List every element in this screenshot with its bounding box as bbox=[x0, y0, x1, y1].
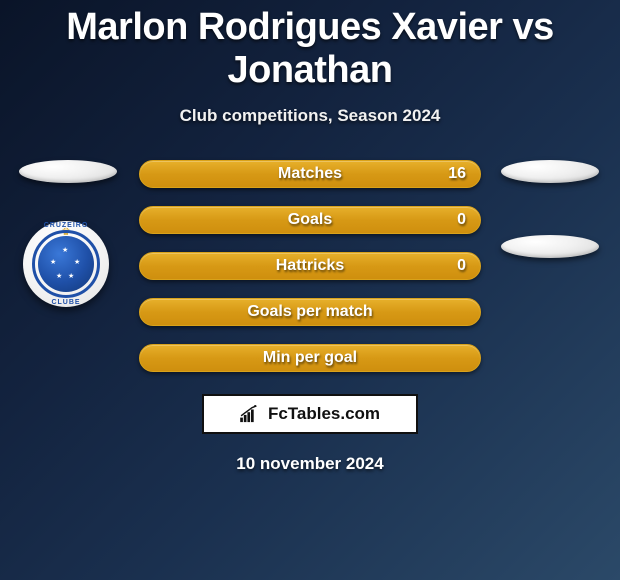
stat-label: Goals per match bbox=[247, 303, 372, 321]
stat-bar-goals-per-match: Goals per match bbox=[139, 298, 481, 326]
crest-text-top: CRUZEIRO bbox=[44, 222, 89, 229]
stat-value: 0 bbox=[457, 257, 466, 275]
stat-label: Matches bbox=[278, 165, 342, 183]
date-line: 10 november 2024 bbox=[0, 454, 620, 474]
star-icon: ★ bbox=[56, 272, 62, 280]
player-marker-left-1 bbox=[19, 160, 117, 183]
crest-text-bottom: CLUBE bbox=[51, 299, 80, 306]
right-column bbox=[501, 160, 601, 258]
star-icon: ★ bbox=[74, 258, 80, 266]
stat-label: Hattricks bbox=[276, 257, 344, 275]
stat-value: 16 bbox=[448, 165, 466, 183]
page-title: Marlon Rodrigues Xavier vs Jonathan bbox=[0, 0, 620, 92]
main-row: ♛ CRUZEIRO ★ ★ ★ ★ ★ CLUBE Matches 16 Go… bbox=[0, 160, 620, 372]
brand-text: FcTables.com bbox=[268, 404, 380, 424]
chart-icon bbox=[240, 405, 262, 423]
stat-label: Min per goal bbox=[263, 349, 357, 367]
player-marker-right-2 bbox=[501, 235, 599, 258]
club-crest-left: ♛ CRUZEIRO ★ ★ ★ ★ ★ CLUBE bbox=[23, 221, 109, 307]
star-icon: ★ bbox=[68, 272, 74, 280]
brand-box: FcTables.com bbox=[202, 394, 418, 434]
stat-bar-goals: Goals 0 bbox=[139, 206, 481, 234]
subtitle: Club competitions, Season 2024 bbox=[0, 106, 620, 126]
stat-label: Goals bbox=[288, 211, 332, 229]
stat-bar-matches: Matches 16 bbox=[139, 160, 481, 188]
star-icon: ★ bbox=[50, 258, 56, 266]
stat-bar-hattricks: Hattricks 0 bbox=[139, 252, 481, 280]
star-icon: ★ bbox=[62, 246, 68, 254]
player-marker-right-1 bbox=[501, 160, 599, 183]
crest-inner: CRUZEIRO ★ ★ ★ ★ ★ CLUBE bbox=[38, 236, 94, 292]
stat-bar-min-per-goal: Min per goal bbox=[139, 344, 481, 372]
stat-value: 0 bbox=[457, 211, 466, 229]
stats-column: Matches 16 Goals 0 Hattricks 0 Goals per… bbox=[139, 160, 481, 372]
left-column: ♛ CRUZEIRO ★ ★ ★ ★ ★ CLUBE bbox=[19, 160, 119, 307]
